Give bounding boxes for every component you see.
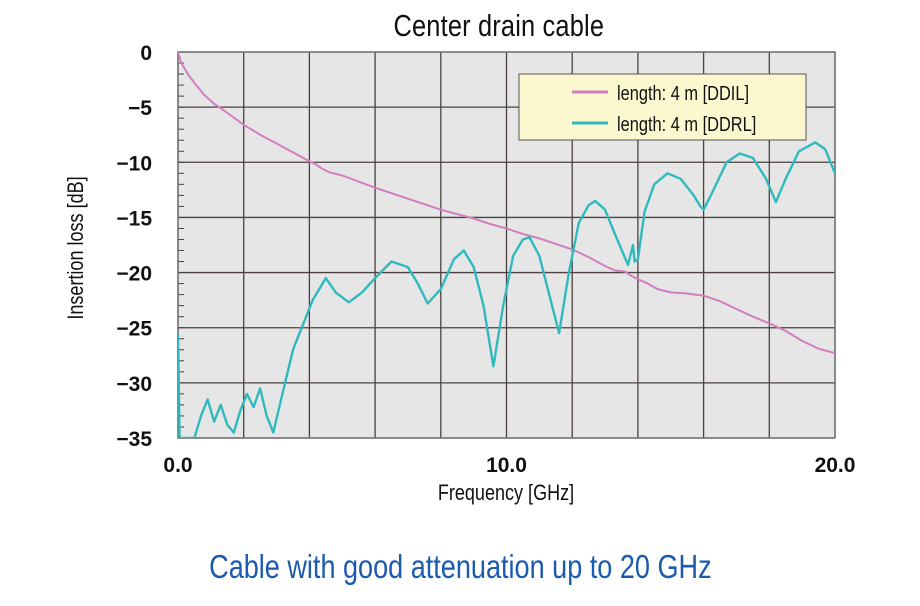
x-tick-labels: 0.0 10.0 20.0 <box>163 454 855 477</box>
legend-box <box>518 73 807 141</box>
x-tick-label: 0.0 <box>163 454 192 477</box>
x-axis-label: Frequency [GHz] <box>438 481 574 505</box>
x-tick-label: 10.0 <box>486 454 527 477</box>
y-tick-label: −35 <box>116 428 152 451</box>
plot-border <box>177 51 836 439</box>
y-tick-label: −25 <box>116 318 152 341</box>
legend-item-ddrl: length: 4 m [DDRL] <box>572 112 756 135</box>
x-tick-label: 20.0 <box>815 454 856 477</box>
caption: Cable with good attenuation up to 20 GHz <box>0 548 920 586</box>
caption-text: Cable with good attenuation up to 20 GHz <box>208 548 712 585</box>
y-tick-labels: 0 −5 −10 −15 −20 −25 −30 −35 <box>116 42 152 451</box>
y-tick-label: −15 <box>116 207 152 230</box>
y-tick-label: −30 <box>116 373 152 396</box>
series-lines <box>178 52 835 438</box>
y-tick-label: −10 <box>116 152 152 175</box>
grid <box>177 51 836 439</box>
legend: length: 4 m [DDIL] length: 4 m [DDRL] <box>518 73 807 141</box>
chart-title-text: Center drain cable <box>393 8 605 43</box>
legend-item-ddil: length: 4 m [DDIL] <box>572 81 749 104</box>
legend-label-ddil: length: 4 m [DDIL] <box>617 81 749 104</box>
legend-label-ddrl: length: 4 m [DDRL] <box>617 112 756 135</box>
y-tick-label: 0 <box>140 42 152 65</box>
y-axis-label: Insertion loss [dB] <box>64 176 88 319</box>
y-tick-label: −20 <box>116 263 152 286</box>
series-ddrl-line <box>178 141 835 438</box>
y-tick-label: −5 <box>128 97 152 120</box>
series-ddil-line <box>178 52 835 355</box>
chart-title: Center drain cable <box>90 8 844 44</box>
